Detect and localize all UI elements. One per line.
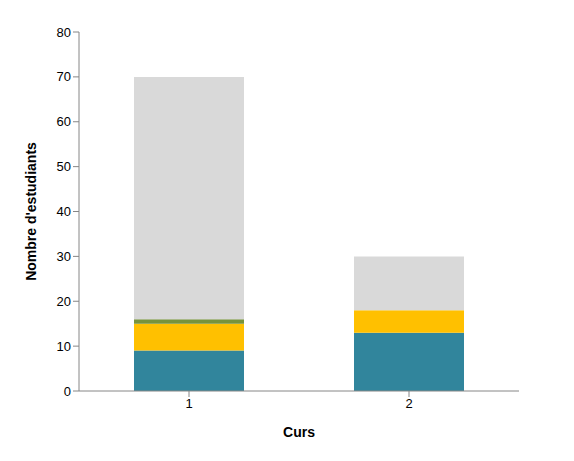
svg-text:2: 2 [405, 396, 412, 411]
svg-text:1: 1 [185, 396, 192, 411]
svg-text:Nombre d'estudiants: Nombre d'estudiants [23, 142, 39, 281]
svg-text:10: 10 [57, 339, 71, 354]
svg-text:60: 60 [57, 114, 71, 129]
svg-text:30: 30 [57, 249, 71, 264]
svg-text:70: 70 [57, 69, 71, 84]
svg-text:20: 20 [57, 294, 71, 309]
svg-text:40: 40 [57, 204, 71, 219]
svg-text:Curs: Curs [283, 424, 315, 440]
svg-text:50: 50 [57, 159, 71, 174]
svg-text:80: 80 [57, 25, 71, 40]
svg-text:0: 0 [64, 384, 71, 399]
